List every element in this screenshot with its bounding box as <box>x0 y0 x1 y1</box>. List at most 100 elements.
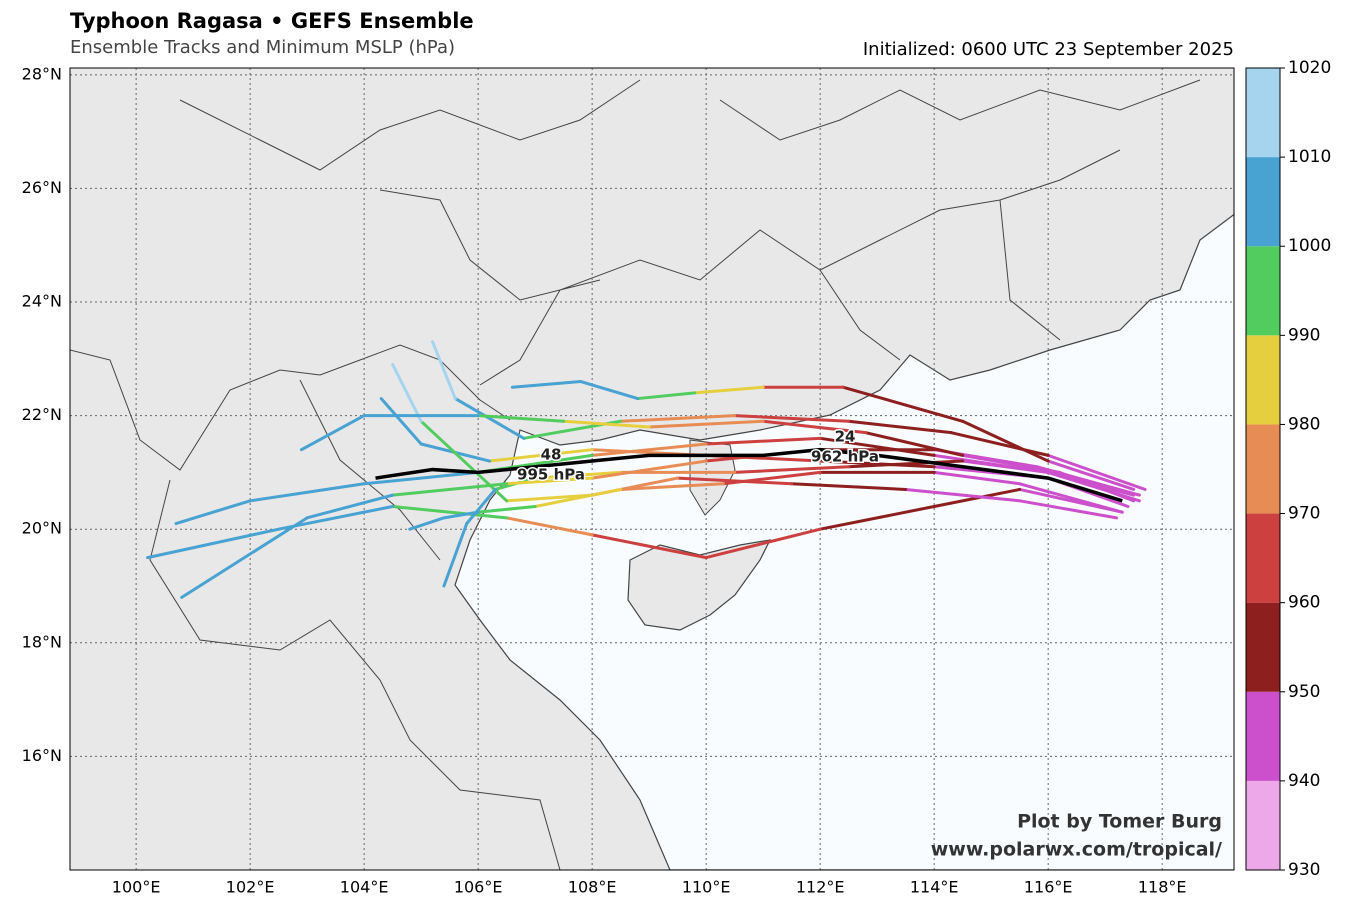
track-segment <box>465 487 497 526</box>
track-segment <box>431 340 457 401</box>
colorbar-band <box>1246 780 1280 870</box>
track-segment <box>442 522 469 588</box>
track-segment <box>1046 459 1136 491</box>
colorbar-label: 940 <box>1288 771 1320 791</box>
colorbar-label: 1020 <box>1288 58 1331 78</box>
track-segment <box>579 380 640 401</box>
track-segment <box>1046 453 1147 491</box>
colorbar-label: 930 <box>1288 860 1320 880</box>
track-segment <box>408 516 446 531</box>
x-tick-label: 110°E <box>682 878 731 897</box>
y-tick-label: 20°N <box>22 519 62 538</box>
colorbar-band <box>1246 335 1280 425</box>
colorbar-label: 990 <box>1288 325 1320 345</box>
track-segment <box>299 414 366 452</box>
title: Typhoon Ragasa • GEFS Ensemble <box>70 9 474 33</box>
y-tick-label: 16°N <box>22 746 62 765</box>
track-segment <box>379 397 423 446</box>
track-segment <box>636 391 697 401</box>
track-segment <box>1058 470 1136 503</box>
track-segment <box>562 419 651 429</box>
track-segment <box>721 470 822 486</box>
track-annotation: 962 hPa <box>811 448 879 466</box>
track-segment <box>818 504 936 531</box>
colorbar-band <box>1246 424 1280 514</box>
track-segment <box>505 516 594 537</box>
track-segment <box>949 431 1050 457</box>
track-segment <box>693 385 765 395</box>
y-tick-label: 28°N <box>22 64 62 83</box>
colorbar-band <box>1246 157 1280 247</box>
track-segment <box>533 470 623 480</box>
track-segment <box>932 470 1022 486</box>
track-segment <box>180 516 309 599</box>
track-segment <box>619 482 725 491</box>
track-segment <box>442 510 480 520</box>
mean-track <box>375 447 1123 503</box>
track-segment <box>818 436 936 457</box>
track-segment <box>248 482 366 503</box>
x-tick-label: 102°E <box>226 878 275 897</box>
track-segment <box>841 385 965 423</box>
colorbar-label: 960 <box>1288 593 1320 613</box>
track-segment <box>790 482 908 491</box>
track-segment <box>488 448 594 463</box>
track-segment <box>505 493 594 503</box>
track-segment <box>1018 482 1124 514</box>
x-tick-label: 118°E <box>1138 878 1187 897</box>
colorbar-band <box>1246 246 1280 336</box>
track-segment <box>619 414 737 423</box>
track-segment <box>590 459 708 480</box>
y-tick-label: 18°N <box>22 632 62 651</box>
track-segment <box>476 504 537 514</box>
track-segment <box>647 419 765 429</box>
track-segment <box>453 397 526 440</box>
tracks: 24 962 hPa 48 995 hPa <box>146 340 1147 599</box>
x-tick-label: 104°E <box>340 878 389 897</box>
colorbar-label: 970 <box>1288 504 1320 524</box>
credit: www.polarwx.com/tropical/ <box>931 839 1222 861</box>
track-segment <box>391 362 423 423</box>
track-segment <box>510 380 583 389</box>
colorbar-band <box>1246 68 1280 158</box>
track-annotation: 24 <box>835 428 856 446</box>
track-segment <box>733 465 851 474</box>
colorbar-band <box>1246 691 1280 781</box>
track-segment <box>391 482 509 497</box>
x-tick-label: 100°E <box>112 878 161 897</box>
map-frame <box>69 67 1235 871</box>
y-tick-label: 22°N <box>22 405 62 424</box>
track-segment <box>174 499 252 526</box>
x-tick-label: 112°E <box>796 878 845 897</box>
track-segment <box>847 419 953 435</box>
track-segment <box>476 414 566 423</box>
track-segment <box>704 527 822 560</box>
colorbar-label: 1010 <box>1288 147 1331 167</box>
track-segment <box>305 493 395 520</box>
track-segment <box>590 533 708 560</box>
track-segment <box>590 442 708 457</box>
track-segment <box>704 436 822 446</box>
track-segment <box>761 419 868 435</box>
track-segment <box>847 459 965 469</box>
y-tick-label: 26°N <box>22 178 62 197</box>
colorbar-label: 980 <box>1288 414 1320 434</box>
track-segment <box>864 431 965 457</box>
track-annotation: 995 hPa <box>517 466 585 484</box>
track-annotation: 48 <box>541 446 562 464</box>
track-segment <box>505 476 594 486</box>
track-segment <box>146 527 281 560</box>
colorbar-band <box>1246 602 1280 692</box>
track-segment <box>362 470 480 486</box>
track-segment <box>961 459 1050 474</box>
colorbar-frame <box>1245 67 1281 871</box>
credit: Plot by Tomer Burg <box>1017 811 1222 833</box>
x-tick-label: 114°E <box>910 878 959 897</box>
track-segment <box>391 504 509 520</box>
track-segment <box>733 414 851 423</box>
y-tick-label: 24°N <box>22 292 62 311</box>
colorbar-label: 950 <box>1288 682 1320 702</box>
init-time: Initialized: 0600 UTC 23 September 2025 <box>863 39 1234 60</box>
track-segment <box>961 453 1062 474</box>
